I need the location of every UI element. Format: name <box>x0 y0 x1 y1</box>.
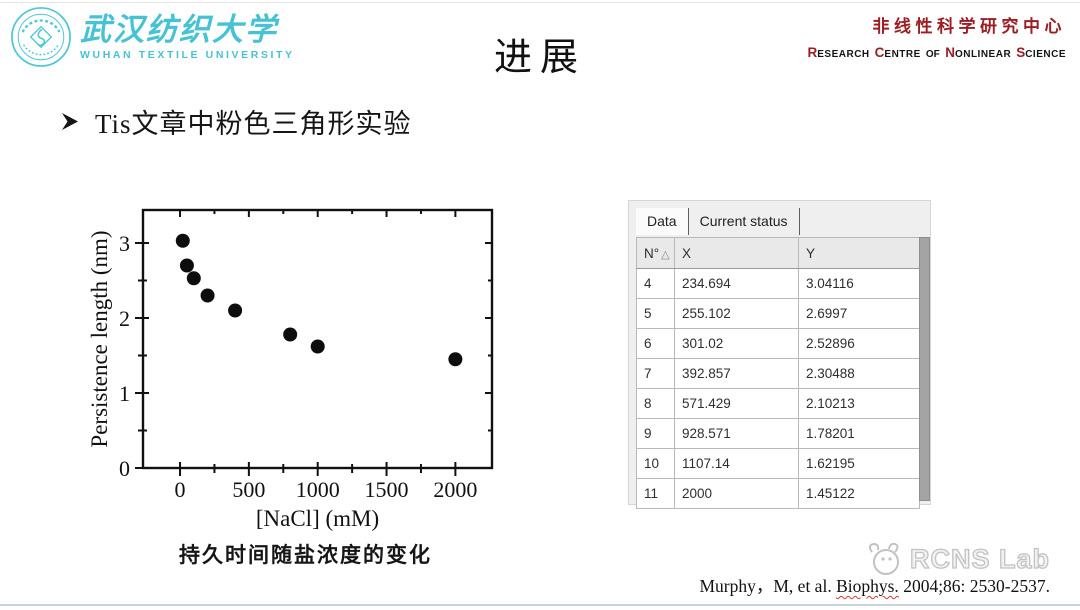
slide-bottom-border <box>0 604 1080 606</box>
tab-bar: Data Current status <box>629 201 930 237</box>
table-cell[interactable]: 301.02 <box>674 328 799 359</box>
x-axis-label: [NaCl] (mM) <box>256 506 379 531</box>
table-row: 6 301.02 2.52896 <box>636 328 920 359</box>
centre-name-en-word: Science <box>1016 45 1066 60</box>
data-point <box>448 352 463 367</box>
x-tick-label: 2000 <box>433 477 477 502</box>
slide-top-border <box>0 2 1080 3</box>
watermark-text: RCNS Lab <box>909 543 1051 574</box>
data-point <box>186 271 201 286</box>
centre-name-zh: 非线性科学研究中心 <box>872 17 1066 36</box>
centre-name-en-word: Nonlinear <box>945 45 1012 60</box>
tab-current-status[interactable]: Current status <box>689 208 800 235</box>
table-row: 4 234.694 3.04116 <box>636 268 920 299</box>
table-cell[interactable]: 10 <box>636 448 675 479</box>
bullet-text: Tis文章中粉色三角形实验 <box>95 109 412 139</box>
x-tick-label: 1000 <box>296 477 340 502</box>
x-tick-label: 1500 <box>365 477 409 502</box>
data-point <box>310 339 325 354</box>
data-table: N° △ X Y 4 234.694 3.04116 5 255.102 2.6997 6 30… <box>636 237 920 509</box>
centre-name-en: Research Centre of Nonlinear Science <box>803 44 1067 62</box>
table-scrollbar[interactable] <box>919 237 930 501</box>
table-cell[interactable]: 8 <box>636 388 675 419</box>
data-point <box>175 233 190 248</box>
page-title: 进展 <box>493 37 586 79</box>
table-cell[interactable]: 2000 <box>674 478 799 509</box>
scatter-chart: 0 500 1000 1500 2000 0 1 2 3 [NaCl] (mM) Persisten… <box>87 208 494 531</box>
table-cell[interactable]: 2.52896 <box>798 328 920 359</box>
table-cell[interactable]: 11 <box>636 478 675 509</box>
table-row: 9 928.571 1.78201 <box>636 418 920 449</box>
table-cell[interactable]: 1.45122 <box>798 478 920 509</box>
x-tick-label: 0 <box>175 477 186 502</box>
sort-ascending-icon[interactable]: △ <box>661 248 670 261</box>
table-cell[interactable]: 3.04116 <box>798 268 920 299</box>
plot-frame <box>141 208 494 470</box>
tab-data[interactable]: Data <box>636 208 689 235</box>
table-cell[interactable]: 255.102 <box>674 298 799 329</box>
data-app-panel: Data Current status N° △ X Y 4 234.694 3.04… <box>628 200 931 509</box>
table-cell[interactable]: 2.6997 <box>798 298 920 329</box>
y-tick-label: 1 <box>119 381 130 406</box>
table-cell[interactable]: 7 <box>636 358 675 389</box>
data-table-body: 4 234.694 3.04116 5 255.102 2.6997 6 301.02 2.52… <box>636 268 920 509</box>
table-row: 11 2000 1.45122 <box>636 478 920 509</box>
table-row: 10 1107.14 1.62195 <box>636 448 920 479</box>
bullet-arrow-icon <box>62 112 78 130</box>
bullet-line: Tis文章中粉色三角形实验 <box>62 102 412 141</box>
table-cell[interactable]: 571.429 <box>674 388 799 419</box>
table-cell[interactable]: 4 <box>636 268 675 299</box>
citation-authors: Murphy，M, et al. <box>699 576 837 596</box>
data-point <box>200 288 215 303</box>
y-tick-label: 3 <box>119 231 130 256</box>
x-tick-label: 500 <box>232 477 265 502</box>
data-point <box>179 258 194 273</box>
table-cell[interactable]: 392.857 <box>674 358 799 389</box>
rcns-mascot-icon <box>868 542 899 575</box>
data-point <box>283 327 298 342</box>
table-cell[interactable]: 9 <box>636 418 675 449</box>
table-cell[interactable]: 1107.14 <box>674 448 799 479</box>
rcns-watermark: RCNS Lab <box>862 542 1050 576</box>
table-cell[interactable]: 2.30488 <box>798 358 920 389</box>
column-header-y[interactable]: Y <box>798 237 920 269</box>
table-cell[interactable]: 6 <box>636 328 675 359</box>
y-axis-label: Persistence length (nm) <box>87 230 112 447</box>
index-header-label: N° <box>644 245 660 261</box>
table-row: 7 392.857 2.30488 <box>636 358 920 389</box>
table-cell[interactable]: 1.62195 <box>798 448 920 479</box>
table-row: 8 571.429 2.10213 <box>636 388 920 419</box>
column-header-x[interactable]: X <box>674 237 799 269</box>
centre-name-en-word: Centre <box>874 45 921 60</box>
y-tick-label: 2 <box>119 306 130 331</box>
table-row: 5 255.102 2.6997 <box>636 298 920 329</box>
citation-journal: Biophys. <box>836 576 899 596</box>
citation-details: 2004;86: 2530-2537. <box>898 576 1050 596</box>
university-name-zh: 武汉纺织大学 <box>80 12 278 47</box>
university-brand: 武汉纺织大学 WUHAN TEXTILE UNIVERSITY <box>10 6 295 68</box>
column-header-index[interactable]: N° △ <box>636 237 675 269</box>
table-cell[interactable]: 5 <box>636 298 675 329</box>
table-cell[interactable]: 234.694 <box>674 268 799 299</box>
centre-name-en-word: Research <box>807 45 870 60</box>
chart-caption: 持久时间随盐浓度的变化 <box>179 543 432 567</box>
table-header-row: N° △ X Y <box>636 237 920 269</box>
citation: Murphy，M, et al. Biophys. 2004;86: 2530-… <box>699 573 1050 598</box>
table-cell[interactable]: 1.78201 <box>798 418 920 449</box>
y-tick-label: 0 <box>119 456 130 481</box>
data-point <box>228 303 243 318</box>
table-cell[interactable]: 928.571 <box>674 418 799 449</box>
university-logo-icon <box>11 7 71 67</box>
centre-name-en-word: of <box>925 49 941 60</box>
university-name-en: WUHAN TEXTILE UNIVERSITY <box>80 49 295 61</box>
table-cell[interactable]: 2.10213 <box>798 388 920 419</box>
research-centre-brand: 非线性科学研究中心 Research Centre of Nonlinear Scien… <box>803 12 1067 62</box>
